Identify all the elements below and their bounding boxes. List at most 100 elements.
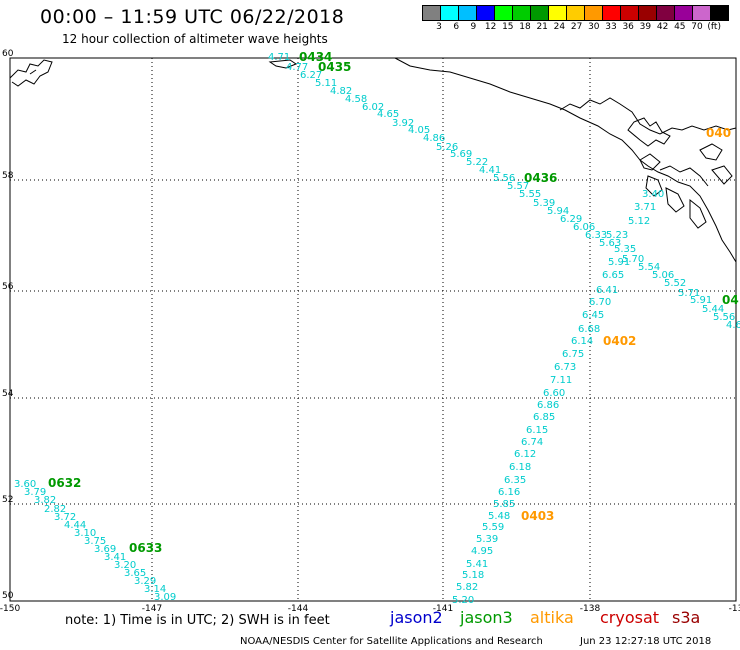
- swh-value: 5.56: [713, 312, 735, 323]
- legend-swatch: [440, 5, 459, 21]
- swh-value: 5.91: [608, 257, 630, 268]
- swh-value: 5.70: [622, 254, 644, 265]
- legend-label: 42: [656, 22, 669, 32]
- time-label: 0633: [129, 541, 162, 555]
- swh-value: 3.92: [392, 118, 414, 129]
- satellite-legend-item: altika: [530, 608, 574, 627]
- swh-value: 4.86: [423, 133, 445, 144]
- legend-label: 9: [470, 22, 477, 32]
- track-labels: 4.714.776.275.114.824.586.024.653.924.05…: [14, 50, 740, 606]
- time-label: 0403: [521, 509, 554, 523]
- swh-value: 4.82: [330, 86, 352, 97]
- swh-value: 6.60: [543, 388, 565, 399]
- swh-value: 5.18: [462, 570, 484, 581]
- footer-timestamp: Jun 23 12:27:18 UTC 2018: [580, 636, 712, 647]
- lat-label: 54: [2, 389, 14, 399]
- swh-value: 6.86: [537, 400, 559, 411]
- legend-swatch: [584, 5, 603, 21]
- lon-label: -141: [433, 604, 453, 614]
- swh-value: 4.44: [64, 520, 86, 531]
- satellite-legend-item: cryosat: [600, 608, 660, 627]
- axis-labels: 60 58 56 54 52 50 -150 -147 -144 -141 -138 -13: [0, 49, 740, 614]
- swh-value: 3.40: [642, 189, 664, 200]
- lon-label: -147: [142, 604, 162, 614]
- legend-label: 24: [553, 22, 566, 32]
- swh-value: 5.57: [507, 181, 529, 192]
- legend-swatch: [620, 5, 639, 21]
- legend-swatch: [710, 5, 729, 21]
- lon-label: -150: [0, 604, 20, 614]
- swh-value: 6.35: [504, 475, 526, 486]
- lat-label: 50: [2, 591, 14, 601]
- color-legend-labels: 3 6 9 12 15 18 21 24 27 30 33 36 39 42 45 70 (ft): [422, 22, 740, 34]
- swh-value: 5.12: [628, 216, 650, 227]
- legend-label: 18: [519, 22, 531, 32]
- coastline: [9, 57, 737, 263]
- swh-value: 5.41: [466, 559, 488, 570]
- time-label: 0402: [603, 334, 636, 348]
- swh-value: 3.60: [14, 479, 36, 490]
- swh-value: 5.39: [533, 198, 555, 209]
- swh-value: 5.52: [664, 278, 686, 289]
- swh-value: 6.16: [498, 487, 520, 498]
- lat-label: 60: [2, 49, 14, 59]
- swh-value: 3.29: [134, 576, 156, 587]
- swh-value: 6.27: [300, 70, 322, 81]
- lat-label: 52: [2, 495, 13, 505]
- swh-value: 6.29: [560, 214, 582, 225]
- legend-label: 27: [570, 22, 583, 32]
- swh-value: 3.14: [144, 584, 166, 595]
- swh-value: 3.82: [34, 495, 56, 506]
- swh-value: 3.65: [124, 568, 146, 579]
- swh-value: 5.22: [466, 157, 488, 168]
- swh-value: 5.94: [547, 206, 569, 217]
- units-note: note: 1) Time is in UTC; 2) SWH is in fe…: [65, 613, 330, 628]
- page-subtitle: 12 hour collection of altimeter wave hei…: [62, 32, 328, 46]
- swh-value: 3.75: [84, 536, 106, 547]
- lat-label: 56: [2, 282, 14, 292]
- swh-value: 5.56: [493, 173, 515, 184]
- legend-swatch: [548, 5, 567, 21]
- legend-label: 12: [484, 22, 497, 32]
- swh-value: 3.09: [154, 592, 176, 603]
- swh-value: 6.73: [554, 362, 576, 373]
- swh-value: 4.41: [479, 165, 501, 176]
- swh-value: 6.68: [578, 324, 600, 335]
- swh-value: 3.71: [634, 202, 656, 213]
- legend-swatch: [692, 5, 711, 21]
- lon-label: -138: [580, 604, 601, 614]
- page-title: 00:00 – 11:59 UTC 06/22/2018: [40, 6, 345, 28]
- time-label: 0434: [299, 50, 332, 64]
- swh-value: 3.41: [104, 552, 126, 563]
- swh-value: 3.20: [114, 560, 136, 571]
- swh-value: 5.26: [436, 142, 458, 153]
- swh-value: 4.58: [345, 94, 367, 105]
- swh-value: 4.71: [268, 52, 290, 63]
- legend-swatch: [530, 5, 549, 21]
- swh-value: 3.79: [24, 487, 46, 498]
- swh-value: 6.75: [562, 349, 584, 360]
- legend-swatch: [458, 5, 477, 21]
- swh-value: 4.05: [408, 125, 430, 136]
- legend-swatch: [494, 5, 513, 21]
- footer-credit: NOAA/NESDIS Center for Satellite Applica…: [240, 636, 543, 647]
- swh-value: 6.65: [602, 270, 624, 281]
- swh-value: 5.48: [488, 511, 510, 522]
- swh-value: 6.14: [571, 336, 593, 347]
- satellite-legend-item: jason3: [460, 608, 513, 627]
- swh-value: 4.95: [471, 546, 493, 557]
- swh-value: 5.20: [452, 595, 474, 606]
- swh-value: 5.59: [482, 522, 504, 533]
- swh-value: 5.82: [456, 582, 478, 593]
- swh-value: 5.54: [638, 262, 660, 273]
- lon-label: -13: [729, 604, 740, 614]
- swh-value: 5.71: [678, 288, 700, 299]
- lon-label: -144: [288, 604, 309, 614]
- swh-value: 6.15: [526, 425, 548, 436]
- swh-value: 6.33: [585, 230, 607, 241]
- legend-label: (ft): [707, 22, 721, 32]
- swh-value: 5.63: [599, 238, 621, 249]
- swh-value: 6.70: [589, 297, 611, 308]
- legend-label: 21: [536, 22, 548, 32]
